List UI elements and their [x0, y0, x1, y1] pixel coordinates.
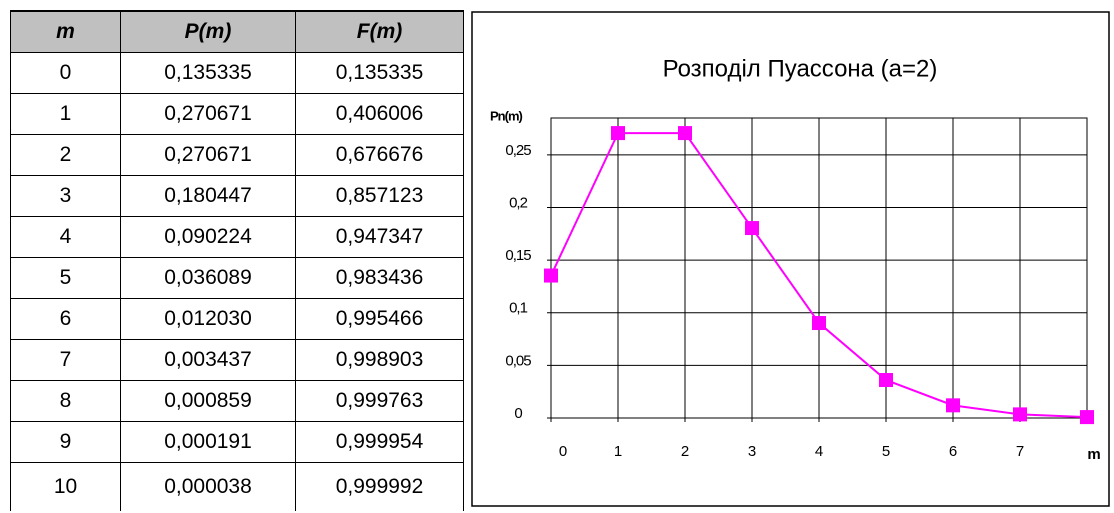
table-cell: 0,857123	[295, 175, 464, 217]
table-cell: 0,135335	[120, 52, 296, 94]
table-cell: 5	[10, 257, 121, 299]
point-marker	[544, 268, 558, 283]
point-marker	[1080, 410, 1094, 425]
point-marker	[1013, 407, 1027, 422]
table-cell: 0,000859	[120, 380, 296, 422]
table-cell: 0,999763	[295, 380, 464, 422]
x-tick-label: 7	[1016, 443, 1024, 460]
x-tick-label: 6	[949, 443, 957, 460]
table-row: 0 0,135335 0,135335	[10, 52, 464, 94]
y-tick-label: 0,1	[509, 300, 528, 317]
point-marker	[745, 221, 759, 236]
table-cell: 0,983436	[295, 257, 464, 299]
table-row: 7 0,003437 0,998903	[10, 339, 464, 381]
table-cell: 0,180447	[120, 175, 296, 217]
chart-title: Розподіл Пуассона (a=2)	[663, 55, 938, 82]
table-row: 4 0,090224 0,947347	[10, 216, 464, 258]
y-tick-label: 0,25	[505, 142, 531, 159]
header-cell: m	[10, 10, 121, 53]
point-marker	[611, 126, 625, 141]
table-cell: 0,000191	[120, 421, 296, 463]
y-axis-label: Pn(m)	[490, 108, 523, 123]
table-cell: 4	[10, 216, 121, 258]
table-cell: 0,947347	[295, 216, 464, 258]
x-tick-label: 3	[748, 443, 756, 460]
table-cell: 0,270671	[120, 134, 296, 176]
table-row: 10 0,000038 0,999992	[10, 462, 464, 511]
point-marker	[678, 126, 692, 141]
y-tick-label: 0,05	[505, 352, 531, 369]
table-cell: 10	[10, 462, 121, 511]
table-cell: 0,135335	[295, 52, 464, 94]
table-cell: 6	[10, 298, 121, 340]
table-cell: 0,999992	[295, 462, 464, 511]
table-cell: 0,676676	[295, 134, 464, 176]
plot-frame	[550, 117, 1088, 419]
table-cell: 8	[10, 380, 121, 422]
table-cell: 0,000038	[120, 462, 296, 511]
table-row: 5 0,036089 0,983436	[10, 257, 464, 299]
header-row: m P(m) F(m)	[10, 10, 464, 53]
point-marker	[879, 373, 893, 388]
point-marker	[812, 316, 826, 331]
y-tick-label: 0	[514, 405, 522, 422]
x-tick-label: 1	[614, 443, 622, 460]
table-cell: 0,999954	[295, 421, 464, 463]
table-row: 9 0,000191 0,999954	[10, 421, 464, 463]
x-tick-label: 2	[681, 443, 689, 460]
x-axis-label: m	[1087, 446, 1100, 463]
x-tick-label: 4	[815, 443, 823, 460]
table-cell: 3	[10, 175, 121, 217]
data-table: m P(m) F(m) 0 0,135335 0,135335 1 0,270671 0,406…	[10, 10, 464, 511]
y-tick-label: 0,15	[505, 247, 531, 264]
table-cell: 0,270671	[120, 93, 296, 135]
table-row: 1 0,270671 0,406006	[10, 93, 464, 135]
table-row: 2 0,270671 0,676676	[10, 134, 464, 176]
x-tick-label: 0	[559, 443, 567, 460]
chart-frame	[471, 11, 1110, 507]
table-row: 3 0,180447 0,857123	[10, 175, 464, 217]
table-cell: 7	[10, 339, 121, 381]
table-cell: 0,003437	[120, 339, 296, 381]
table-cell: 0,998903	[295, 339, 464, 381]
point-marker	[946, 398, 960, 413]
y-tick-label: 0,2	[509, 194, 528, 211]
table-cell: 0,090224	[120, 216, 296, 258]
table-cell: 0,406006	[295, 93, 464, 135]
table-cell: 1	[10, 93, 121, 135]
table-row: 8 0,000859 0,999763	[10, 380, 464, 422]
table-cell: 0	[10, 52, 121, 94]
x-tick-label: 5	[882, 443, 890, 460]
